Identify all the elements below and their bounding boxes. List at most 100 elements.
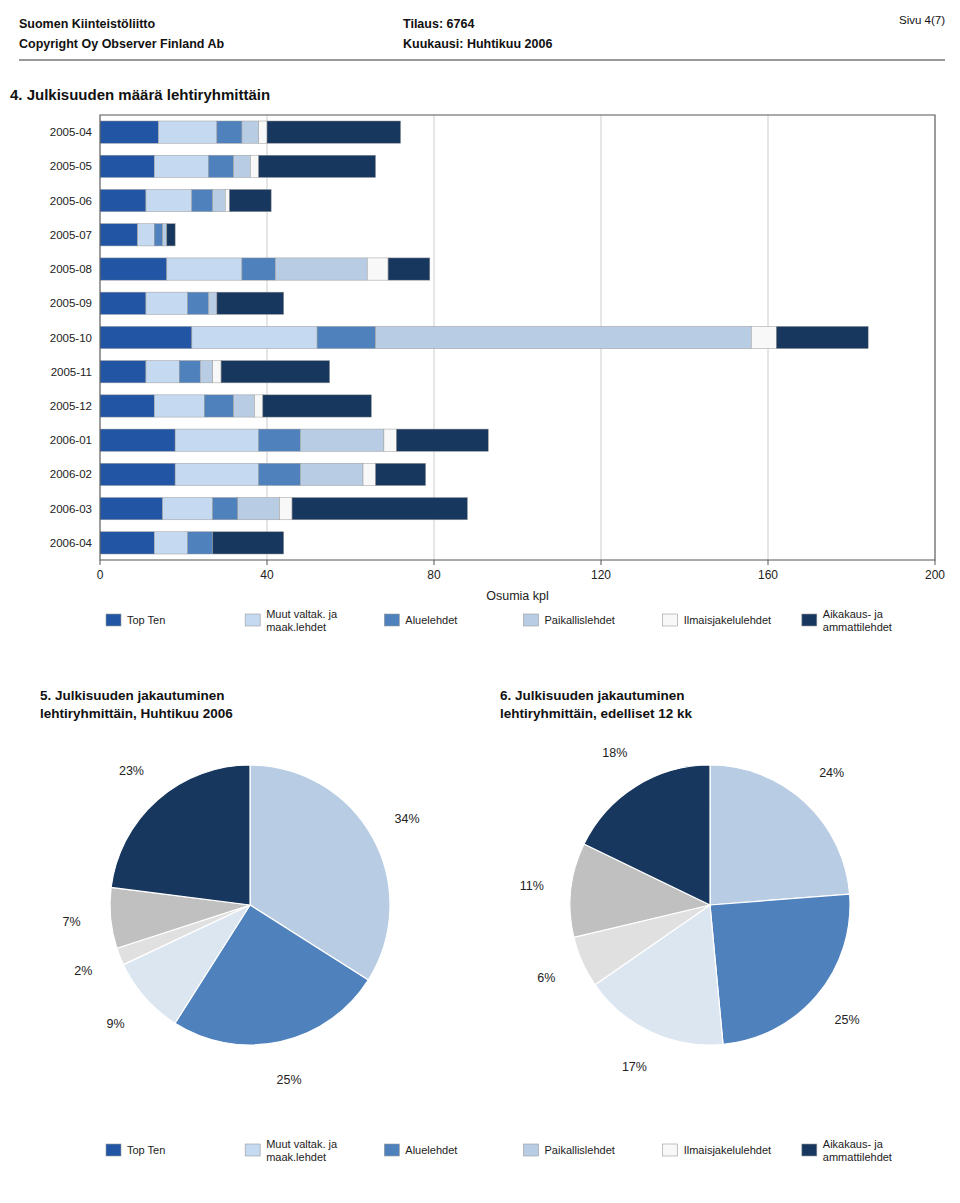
bar-segment: [167, 258, 242, 280]
text-line: 5. Julkisuuden jakautuminen: [40, 688, 225, 703]
bar-segment: [154, 224, 162, 246]
bar-segment: [751, 326, 776, 348]
x-tick-label: 200: [925, 568, 945, 582]
bar-segment: [217, 292, 284, 314]
text-line: Ilmaisjakelulehdet: [684, 614, 771, 626]
legend-swatch: [384, 1144, 399, 1156]
x-tick-label: 160: [758, 568, 778, 582]
legend-swatch: [245, 1144, 260, 1156]
legend-swatch: [524, 614, 539, 626]
bar-segment: [242, 121, 259, 143]
bar-segment: [192, 189, 213, 211]
legend-swatch: [245, 614, 260, 626]
bar-segment: [396, 429, 488, 451]
bar-segment: [292, 498, 467, 520]
pie: [570, 765, 850, 1045]
bar-segment: [192, 326, 317, 348]
tick-mark: [601, 560, 602, 565]
bar-segment: [300, 463, 363, 485]
bar-segment: [238, 498, 280, 520]
bar-segment: [234, 395, 255, 417]
y-tick-label: 2005-07: [50, 229, 92, 241]
bar-segment: [100, 429, 175, 451]
tick-mark: [100, 560, 101, 565]
chart-title: 5. Julkisuuden jakautuminenlehtiryhmittä…: [40, 688, 233, 721]
bar-segment: [317, 326, 375, 348]
bar-segment: [100, 258, 167, 280]
y-tick-label: 2005-09: [50, 297, 92, 309]
bar-segment: [175, 429, 259, 451]
data-label: 6%: [537, 971, 555, 985]
data-label: 25%: [277, 1073, 302, 1087]
bar-segment: [254, 395, 262, 417]
bar-segment: [209, 292, 217, 314]
grid: [100, 115, 935, 560]
y-tick-label: 2005-08: [50, 263, 92, 275]
legend-label: Top Ten: [127, 614, 165, 626]
y-tick-label: 2006-02: [50, 468, 92, 480]
y-tick-label: 2005-11: [51, 366, 92, 378]
y-tick-label: 2005-05: [50, 160, 92, 172]
bar-segment: [100, 189, 146, 211]
y-tick-label: 2005-10: [50, 332, 92, 344]
text-line: ammattilehdet: [823, 1151, 892, 1163]
bar-segment: [100, 326, 192, 348]
bar-segment: [188, 292, 209, 314]
bar-segment: [100, 155, 154, 177]
bar-segment: [221, 361, 330, 383]
legend-swatch: [663, 1144, 678, 1156]
bar-segment: [213, 361, 221, 383]
data-label: 23%: [119, 764, 144, 778]
legend: Top TenMuut valtak. jamaak.lehdetAlueleh…: [106, 1138, 892, 1163]
bar-segment: [209, 155, 234, 177]
legend-label: Ilmaisjakelulehdet: [684, 1144, 771, 1156]
legend-label: Paikallislehdet: [545, 1144, 615, 1156]
bar-segment: [146, 361, 179, 383]
legend-label: Paikallislehdet: [545, 614, 615, 626]
bar-segment: [188, 532, 213, 554]
header-text: Suomen Kiinteistöliitto: [19, 17, 155, 31]
bar-segment: [100, 121, 158, 143]
y-tick-label: 2006-04: [50, 537, 93, 549]
bar-segment: [146, 292, 188, 314]
legend-swatch: [802, 614, 817, 626]
header-text: Tilaus: 6764: [403, 17, 474, 31]
bar-segment: [376, 463, 426, 485]
bar-segment: [100, 395, 154, 417]
text-line: Aikakaus- ja: [823, 608, 884, 620]
bar-segment: [213, 532, 284, 554]
data-label: 24%: [819, 766, 844, 780]
bar-segment: [267, 121, 401, 143]
bar-segment: [259, 463, 301, 485]
legend-label: Aikakaus- jaammattilehdet: [823, 1138, 892, 1163]
bar-segment: [234, 155, 251, 177]
bar-segment: [242, 258, 275, 280]
x-tick-label: 40: [260, 568, 274, 582]
bar-segment: [376, 326, 752, 348]
bar-segment: [154, 532, 187, 554]
bar-segment: [300, 429, 384, 451]
legend-swatch: [106, 614, 121, 626]
bar-segment: [388, 258, 430, 280]
bar-segment: [100, 361, 146, 383]
pie-slice: [584, 765, 710, 905]
text-line: Paikallislehdet: [545, 1144, 615, 1156]
legend-swatch: [384, 614, 399, 626]
header-text: Copyright Oy Observer Finland Ab: [19, 37, 224, 51]
bar-segment: [138, 224, 155, 246]
bar-segment: [175, 463, 259, 485]
legend: Top TenMuut valtak. jamaak.lehdetAlueleh…: [106, 608, 892, 633]
bar-segment: [163, 498, 213, 520]
bar-segment: [100, 463, 175, 485]
bar-segment: [100, 498, 163, 520]
chart-title: 6. Julkisuuden jakautuminenlehtiryhmittä…: [500, 688, 693, 721]
plot-frame: [100, 115, 935, 560]
header-rule: [19, 60, 945, 61]
data-label: 2%: [74, 964, 92, 978]
legend-swatch: [106, 1144, 121, 1156]
pie-slice: [111, 765, 250, 905]
bar-segment: [179, 361, 200, 383]
legend-swatch: [663, 614, 678, 626]
data-label: 25%: [835, 1013, 860, 1027]
bar-segment: [100, 292, 146, 314]
